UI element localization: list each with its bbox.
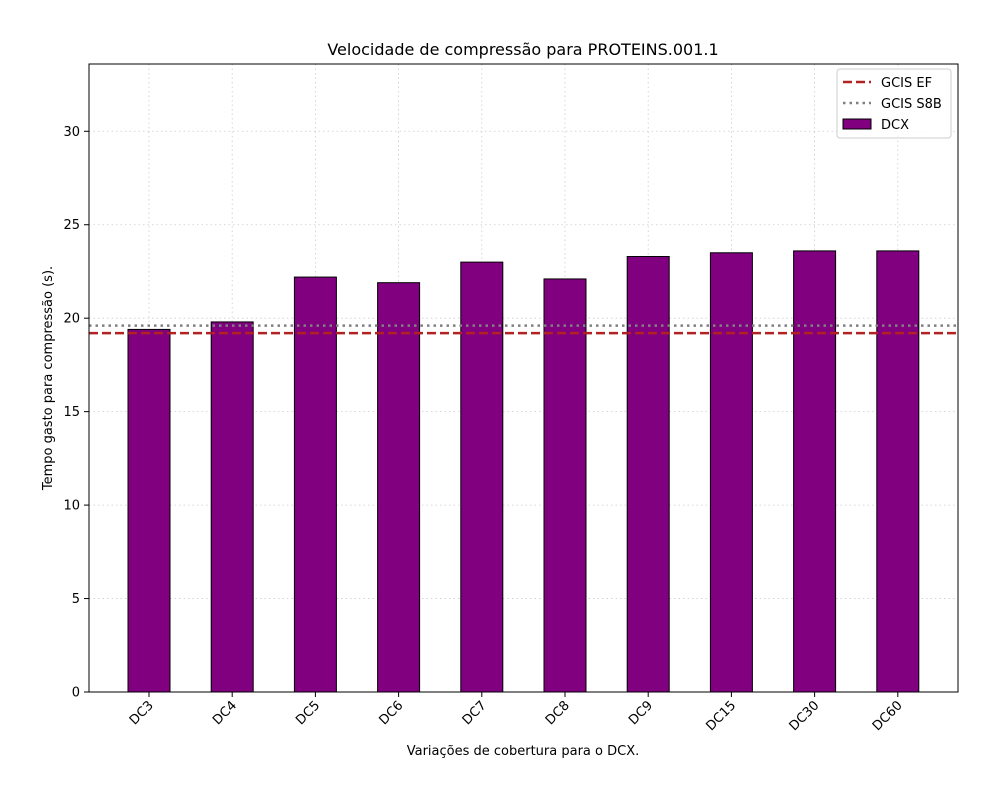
legend-label-dcx: DCX xyxy=(881,118,909,133)
bar-dc6 xyxy=(377,282,421,693)
y-tick-label: 25 xyxy=(63,218,80,233)
bar-dc30 xyxy=(793,250,837,693)
bar-dc4 xyxy=(210,321,254,693)
bar-dc5 xyxy=(293,276,337,693)
bar-dc15 xyxy=(709,252,753,693)
y-tick-label: 0 xyxy=(72,686,80,701)
y-tick-label: 20 xyxy=(63,312,80,327)
legend-label-gcis-ef: GCIS EF xyxy=(881,76,932,91)
bar-dc60 xyxy=(876,250,920,693)
reference-lines xyxy=(89,324,958,335)
bar-dc9 xyxy=(626,256,670,693)
plot-area-frame xyxy=(88,63,959,693)
bar-dc8 xyxy=(543,278,587,693)
y-tick-label: 10 xyxy=(63,499,80,514)
y-tick-label: 5 xyxy=(72,592,80,607)
x-axis-label: Variações de cobertura para o DCX. xyxy=(407,744,640,759)
legend-swatch-dcx xyxy=(842,118,872,130)
y-tick-label: 15 xyxy=(63,405,80,420)
legend-label-gcis-s8b: GCIS S8B xyxy=(881,97,942,112)
y-axis: 0 5 10 15 20 25 30 xyxy=(63,125,89,701)
legend: GCIS EF GCIS S8B DCX xyxy=(836,68,952,139)
chart-title: Velocidade de compressão para PROTEINS.0… xyxy=(327,40,718,59)
y-axis-label: Tempo gasto para compressão (s). xyxy=(41,266,56,491)
bar-dc3 xyxy=(127,328,171,693)
y-tick-label: 30 xyxy=(63,125,80,140)
